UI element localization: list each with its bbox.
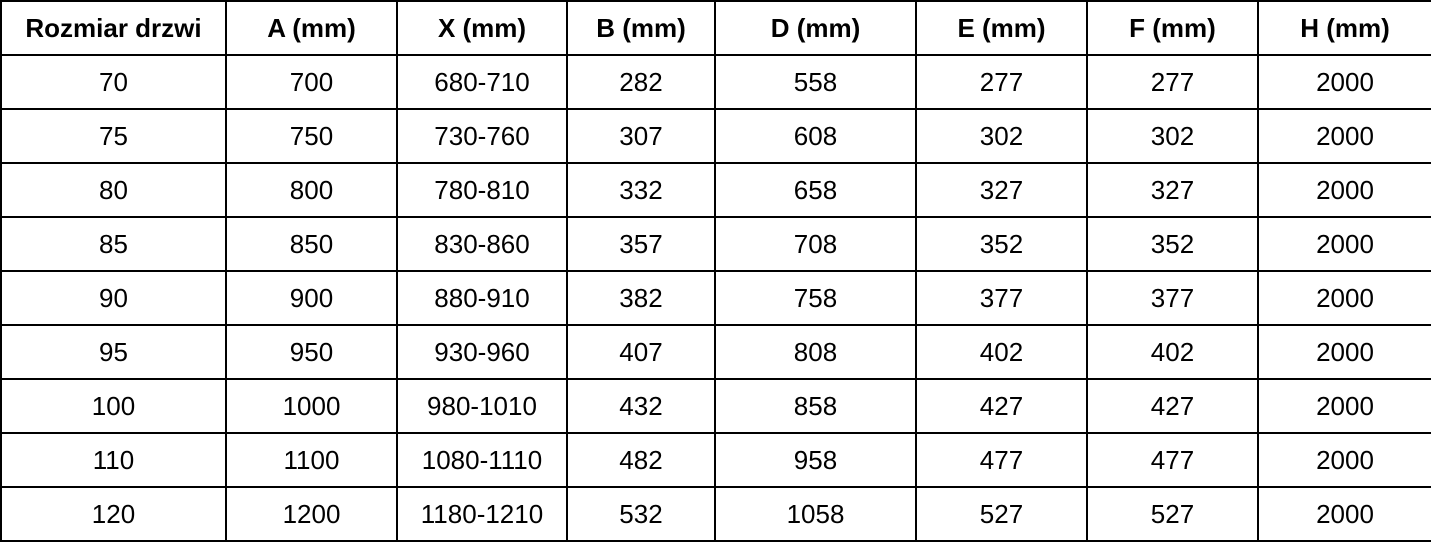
header-row: Rozmiar drzwi A (mm) X (mm) B (mm) D (mm) E (… bbox=[0, 0, 1431, 56]
table-cell: 2000 bbox=[1257, 432, 1431, 488]
table-cell: 302 bbox=[1086, 108, 1259, 164]
table-cell: 477 bbox=[915, 432, 1088, 488]
table-cell: 980-1010 bbox=[396, 378, 568, 434]
column-header-5: E (mm) bbox=[915, 0, 1088, 56]
table-cell: 850 bbox=[225, 216, 398, 272]
table-cell: 558 bbox=[714, 54, 917, 110]
table-cell: 700 bbox=[225, 54, 398, 110]
table-cell: 327 bbox=[1086, 162, 1259, 218]
table-cell: 527 bbox=[915, 486, 1088, 542]
table-cell: 708 bbox=[714, 216, 917, 272]
table-cell: 352 bbox=[915, 216, 1088, 272]
table-cell: 80 bbox=[0, 162, 227, 218]
table-cell: 1000 bbox=[225, 378, 398, 434]
table-cell: 958 bbox=[714, 432, 917, 488]
table-cell: 730-760 bbox=[396, 108, 568, 164]
table-cell: 1200 bbox=[225, 486, 398, 542]
column-header-1: A (mm) bbox=[225, 0, 398, 56]
table-cell: 950 bbox=[225, 324, 398, 380]
table-body: 70 700 680-710 282 558 277 277 2000 75 750 730-760… bbox=[0, 54, 1431, 542]
table-row: 75 750 730-760 307 608 302 302 2000 bbox=[0, 108, 1431, 164]
table-cell: 90 bbox=[0, 270, 227, 326]
table-cell: 880-910 bbox=[396, 270, 568, 326]
table-cell: 477 bbox=[1086, 432, 1259, 488]
table-row: 85 850 830-860 357 708 352 352 2000 bbox=[0, 216, 1431, 272]
table-cell: 1080-1110 bbox=[396, 432, 568, 488]
table-cell: 352 bbox=[1086, 216, 1259, 272]
table-cell: 800 bbox=[225, 162, 398, 218]
table-row: 80 800 780-810 332 658 327 327 2000 bbox=[0, 162, 1431, 218]
table-cell: 2000 bbox=[1257, 162, 1431, 218]
table-cell: 427 bbox=[1086, 378, 1259, 434]
table-cell: 402 bbox=[915, 324, 1088, 380]
table-cell: 307 bbox=[566, 108, 716, 164]
table-cell: 432 bbox=[566, 378, 716, 434]
table-cell: 527 bbox=[1086, 486, 1259, 542]
table-cell: 100 bbox=[0, 378, 227, 434]
table-row: 100 1000 980-1010 432 858 427 427 2000 bbox=[0, 378, 1431, 434]
table-cell: 858 bbox=[714, 378, 917, 434]
table-cell: 930-960 bbox=[396, 324, 568, 380]
table-cell: 302 bbox=[915, 108, 1088, 164]
table-cell: 85 bbox=[0, 216, 227, 272]
table-cell: 277 bbox=[1086, 54, 1259, 110]
table-cell: 382 bbox=[566, 270, 716, 326]
table-cell: 407 bbox=[566, 324, 716, 380]
table-cell: 332 bbox=[566, 162, 716, 218]
table-cell: 377 bbox=[915, 270, 1088, 326]
table-row: 120 1200 1180-1210 532 1058 527 527 2000 bbox=[0, 486, 1431, 542]
table-cell: 1180-1210 bbox=[396, 486, 568, 542]
column-header-3: B (mm) bbox=[566, 0, 716, 56]
column-header-6: F (mm) bbox=[1086, 0, 1259, 56]
table-cell: 830-860 bbox=[396, 216, 568, 272]
table-cell: 680-710 bbox=[396, 54, 568, 110]
table-cell: 427 bbox=[915, 378, 1088, 434]
table-cell: 1058 bbox=[714, 486, 917, 542]
table-cell: 482 bbox=[566, 432, 716, 488]
table-cell: 357 bbox=[566, 216, 716, 272]
table-cell: 2000 bbox=[1257, 270, 1431, 326]
table-cell: 377 bbox=[1086, 270, 1259, 326]
table-row: 90 900 880-910 382 758 377 377 2000 bbox=[0, 270, 1431, 326]
table-row: 70 700 680-710 282 558 277 277 2000 bbox=[0, 54, 1431, 110]
table-cell: 110 bbox=[0, 432, 227, 488]
table-cell: 532 bbox=[566, 486, 716, 542]
table-cell: 2000 bbox=[1257, 216, 1431, 272]
column-header-7: H (mm) bbox=[1257, 0, 1431, 56]
table-cell: 75 bbox=[0, 108, 227, 164]
table-cell: 120 bbox=[0, 486, 227, 542]
table-row: 95 950 930-960 407 808 402 402 2000 bbox=[0, 324, 1431, 380]
table-cell: 608 bbox=[714, 108, 917, 164]
table-cell: 2000 bbox=[1257, 324, 1431, 380]
table-cell: 780-810 bbox=[396, 162, 568, 218]
table-cell: 2000 bbox=[1257, 108, 1431, 164]
column-header-2: X (mm) bbox=[396, 0, 568, 56]
table-cell: 2000 bbox=[1257, 378, 1431, 434]
column-header-0: Rozmiar drzwi bbox=[0, 0, 227, 56]
table-cell: 402 bbox=[1086, 324, 1259, 380]
table-cell: 2000 bbox=[1257, 486, 1431, 542]
table-cell: 2000 bbox=[1257, 54, 1431, 110]
column-header-4: D (mm) bbox=[714, 0, 917, 56]
table-cell: 277 bbox=[915, 54, 1088, 110]
table-cell: 327 bbox=[915, 162, 1088, 218]
table-cell: 750 bbox=[225, 108, 398, 164]
table-cell: 758 bbox=[714, 270, 917, 326]
table-row: 110 1100 1080-1110 482 958 477 477 2000 bbox=[0, 432, 1431, 488]
table-cell: 70 bbox=[0, 54, 227, 110]
table-cell: 900 bbox=[225, 270, 398, 326]
table-cell: 282 bbox=[566, 54, 716, 110]
table-cell: 808 bbox=[714, 324, 917, 380]
table-cell: 1100 bbox=[225, 432, 398, 488]
table-cell: 95 bbox=[0, 324, 227, 380]
table-cell: 658 bbox=[714, 162, 917, 218]
